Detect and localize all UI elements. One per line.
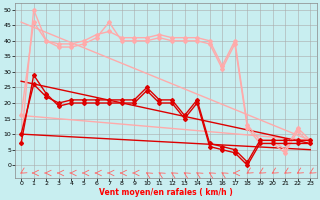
X-axis label: Vent moyen/en rafales ( km/h ): Vent moyen/en rafales ( km/h ) bbox=[99, 188, 233, 197]
